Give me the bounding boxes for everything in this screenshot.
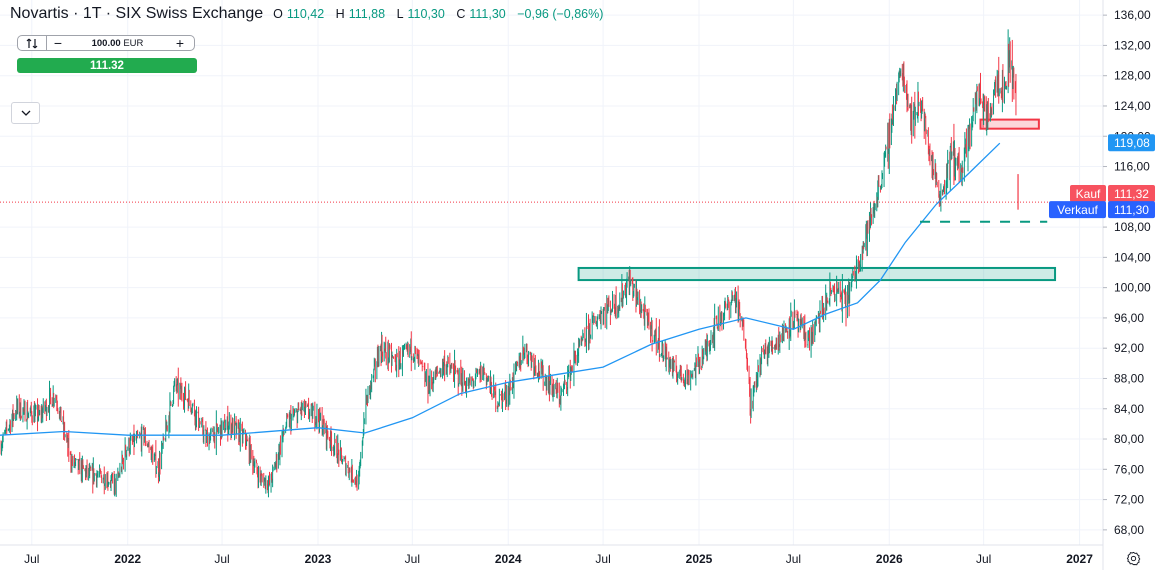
red-zone (979, 118, 1040, 130)
y-tick-label: 124,00 (1114, 99, 1151, 113)
y-tick-label: 80,00 (1114, 432, 1144, 446)
y-tick-label: 132,00 (1114, 38, 1151, 52)
open-label: O (273, 7, 283, 21)
change-value: −0,96 (−0,86%) (517, 7, 604, 21)
verkauf-label-value: 111,30 (1114, 203, 1149, 217)
kauf-label-tag (1070, 184, 1106, 202)
x-tick-label: 2024 (495, 552, 522, 566)
y-tick-label: 72,00 (1114, 493, 1144, 507)
y-tick-label: 92,00 (1114, 341, 1144, 355)
y-tick-label: 128,00 (1114, 69, 1151, 83)
x-tick-label: Jul (976, 552, 991, 566)
x-tick-label: Jul (24, 552, 39, 566)
y-tick-label: 136,00 (1114, 8, 1151, 22)
ohlc-values: O 110,42 H 111,88 L 110,30 C 111,30 −0,96 (−… (273, 7, 607, 21)
low-label: L (396, 7, 404, 21)
y-tick-label: 108,00 (1114, 220, 1151, 234)
y-tick-label: 104,00 (1114, 250, 1151, 264)
quantity-value: 100.00 (91, 37, 121, 49)
x-tick-label: Jul (595, 552, 610, 566)
y-tick-label: 76,00 (1114, 462, 1144, 476)
high-label: H (335, 7, 345, 21)
swap-arrows-icon[interactable] (18, 36, 47, 50)
verkauf-label-tag (1049, 201, 1106, 219)
order-quantity-panel: − 100.00 EUR + (17, 35, 195, 51)
green-zone (577, 266, 1057, 282)
close-label: C (456, 7, 466, 21)
kauf-label-value: 111,32 (1114, 187, 1149, 201)
moving-average-line (0, 142, 1001, 436)
increase-quantity-button[interactable]: + (175, 35, 185, 51)
gear-icon[interactable] (1125, 550, 1141, 566)
x-tick-label: Jul (214, 552, 229, 566)
buy-button[interactable]: 111.32 (17, 58, 197, 73)
x-tick-label: 2025 (686, 552, 713, 566)
x-tick-label: Jul (405, 552, 420, 566)
y-tick-label: 84,00 (1114, 402, 1144, 416)
quantity-currency: EUR (123, 37, 144, 49)
y-tick-label: 88,00 (1114, 371, 1144, 385)
symbol-title[interactable]: Novartis · 1T · SIX Swiss Exchange (10, 5, 264, 22)
verkauf-label-box (1108, 201, 1155, 219)
y-tick-label: 96,00 (1114, 311, 1144, 325)
x-tick-label: 2023 (305, 552, 332, 566)
x-tick-label: 2022 (114, 552, 141, 566)
chevron-down-icon[interactable] (11, 102, 40, 124)
x-tick-label: 2027 (1066, 552, 1093, 566)
kauf-label-title: Kauf (1076, 187, 1101, 201)
buy-price: 111.32 (90, 59, 124, 72)
decrease-quantity-button[interactable]: − (53, 35, 63, 51)
y-tick-label: 100,00 (1114, 281, 1151, 295)
candles-group (0, 29, 1017, 498)
kauf-label-box (1108, 184, 1155, 202)
quantity-field[interactable]: 100.00 EUR (69, 36, 166, 50)
ma-label-value: 119,08 (1114, 136, 1150, 150)
y-tick-label: 116,00 (1114, 160, 1150, 174)
low-value: 110,30 (407, 7, 445, 21)
y-tick-label: 68,00 (1114, 523, 1144, 537)
x-tick-label: Jul (786, 552, 801, 566)
symbol-legend: Novartis · 1T · SIX Swiss Exchange O 110,… (10, 4, 607, 24)
ma-label-box (1108, 134, 1155, 152)
close-value: 111,30 (469, 7, 506, 21)
open-value: 110,42 (286, 7, 325, 21)
verkauf-label-title: Verkauf (1057, 203, 1098, 217)
x-tick-label: 2026 (876, 552, 903, 566)
high-value: 111,88 (348, 7, 386, 21)
